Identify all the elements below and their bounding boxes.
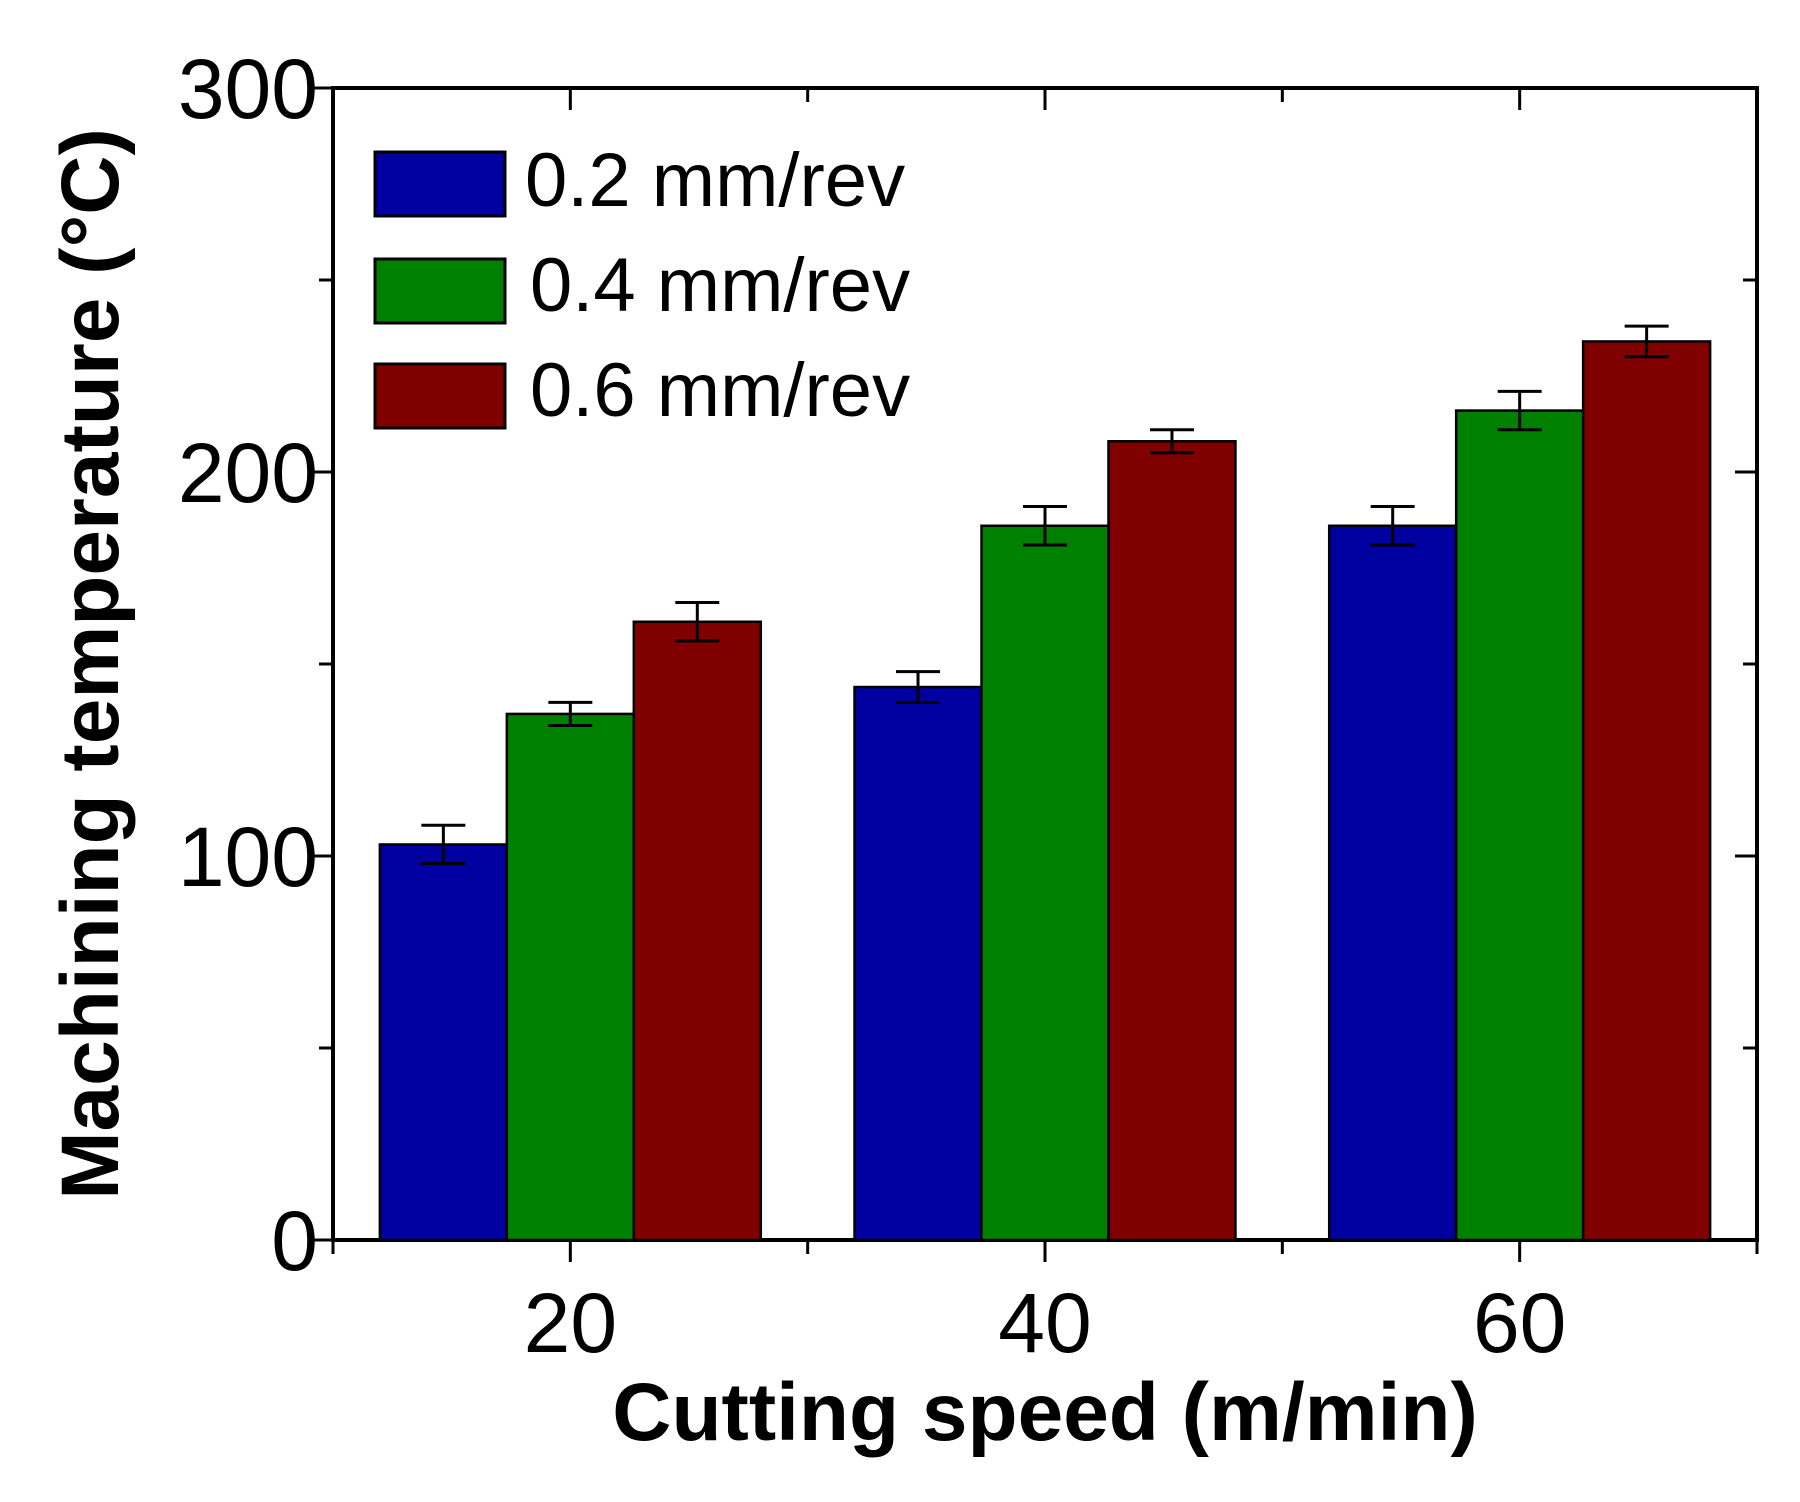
x-axis-title: Cutting speed (m/min) [612, 1367, 1478, 1458]
ticks-layer [311, 86, 1759, 1262]
legend: 0.2 mm/rev 0.4 mm/rev 0.6 mm/rev [373, 138, 910, 433]
bar [378, 843, 509, 1242]
bar [1107, 440, 1237, 1242]
bar [853, 685, 983, 1242]
legend-swatch [373, 257, 507, 325]
x-tick-label: 40 [998, 1276, 1091, 1370]
bar [1581, 340, 1712, 1242]
y-tick-label: 100 [178, 810, 318, 904]
bar [505, 712, 636, 1242]
legend-swatch [373, 150, 507, 218]
x-tick-label: 20 [524, 1276, 617, 1370]
bar [980, 524, 1110, 1242]
bar [1454, 409, 1585, 1242]
legend-label: 0.4 mm/rev [530, 243, 910, 328]
bar [1327, 524, 1458, 1242]
y-tick-label: 300 [178, 42, 318, 136]
bars-layer [378, 340, 1712, 1242]
y-tick-label: 200 [178, 426, 318, 520]
x-tick-label: 60 [1473, 1276, 1566, 1370]
y-axis-title: Machining temperature (°C) [45, 128, 136, 1200]
legend-label: 0.2 mm/rev [525, 138, 905, 223]
bar [632, 620, 763, 1242]
legend-swatch [373, 362, 507, 430]
error-bars-layer [421, 324, 1669, 866]
y-tick-label: 0 [271, 1194, 318, 1288]
legend-label: 0.6 mm/rev [530, 348, 910, 433]
